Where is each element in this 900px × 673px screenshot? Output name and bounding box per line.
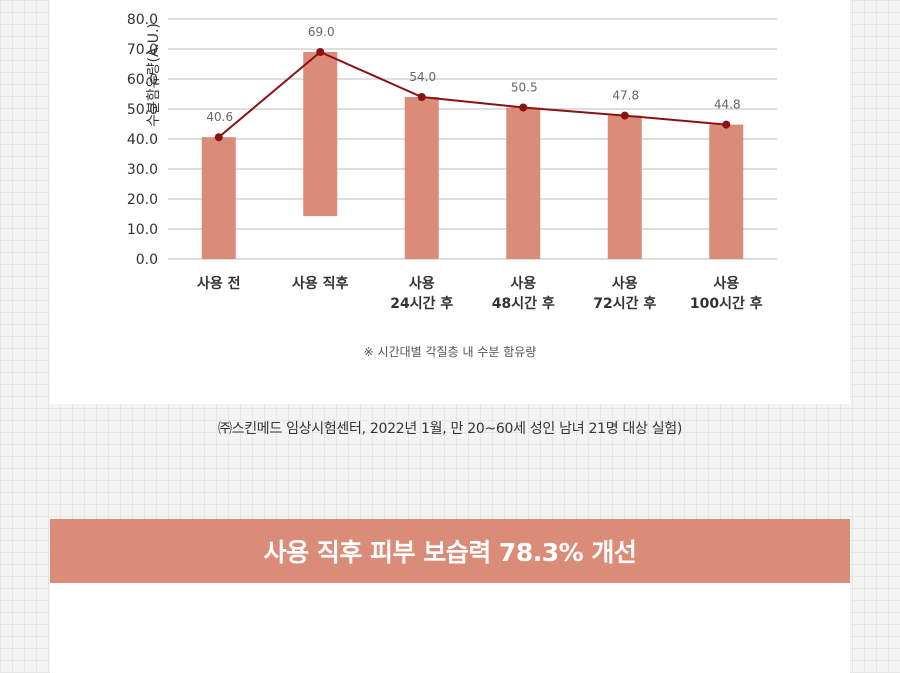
- x-category-label: 사용: [612, 276, 638, 292]
- data-label: 47.8: [612, 89, 639, 103]
- bar: [404, 97, 439, 259]
- bar: [607, 115, 642, 259]
- x-category-label: 사용 직후: [292, 275, 349, 292]
- moisture-chart: 0.0 10.0 20.0 30.0 40.0 50.0 60.0 70.0 80.0수분함유량…: [127, 12, 777, 312]
- highlight-banner: 사용 직후 피부 보습력 78.3% 개선: [50, 519, 850, 583]
- y-tick-label: 0.0: [136, 252, 158, 268]
- data-label: 40.6: [206, 110, 233, 124]
- x-category-label: 100시간 후: [690, 295, 763, 312]
- y-tick-label: 40.0: [127, 132, 158, 148]
- x-category-label: 사용 전: [197, 275, 241, 292]
- y-tick-label: 10.0: [127, 222, 158, 238]
- y-axis-label: 수분함유량(A.U.): [146, 23, 162, 127]
- y-tick-label: 20.0: [127, 192, 158, 208]
- line-point: [722, 120, 731, 129]
- data-label: 44.8: [714, 98, 741, 112]
- y-tick-label: 60.0: [127, 72, 158, 88]
- bar: [303, 52, 338, 217]
- chart-footnote: ※ 시간대별 각질층 내 수분 함유량: [363, 345, 537, 359]
- data-label: 54.0: [409, 70, 436, 84]
- bar: [201, 137, 236, 259]
- data-label: 69.0: [308, 25, 335, 39]
- x-category-label: 72시간 후: [593, 295, 656, 312]
- line-point: [316, 48, 325, 56]
- x-category-label: 48시간 후: [492, 295, 555, 312]
- line-point: [417, 93, 426, 101]
- series-line: [218, 50, 727, 138]
- y-tick-label: 50.0: [127, 102, 158, 118]
- line-point: [620, 111, 629, 120]
- line-point: [214, 133, 223, 142]
- y-tick-label: 70.0: [127, 42, 158, 58]
- source-note: ㈜스킨메드 임상시험센터, 2022년 1월, 만 20~60세 성인 남녀 2…: [217, 421, 683, 437]
- bar: [506, 107, 541, 259]
- x-category-label: 사용: [713, 276, 739, 292]
- bar: [709, 124, 744, 259]
- x-category-label: 24시간 후: [390, 295, 453, 312]
- y-tick-label: 30.0: [127, 162, 158, 178]
- bottom-panel: [50, 583, 850, 673]
- x-category-label: 사용: [409, 276, 435, 292]
- line-point: [519, 103, 528, 112]
- x-category-label: 사용: [510, 276, 536, 292]
- y-tick-label: 80.0: [127, 12, 158, 28]
- chart-panel: 0.0 10.0 20.0 30.0 40.0 50.0 60.0 70.0 80.0 수분함유량…: [50, 0, 850, 404]
- data-label: 50.5: [511, 81, 538, 95]
